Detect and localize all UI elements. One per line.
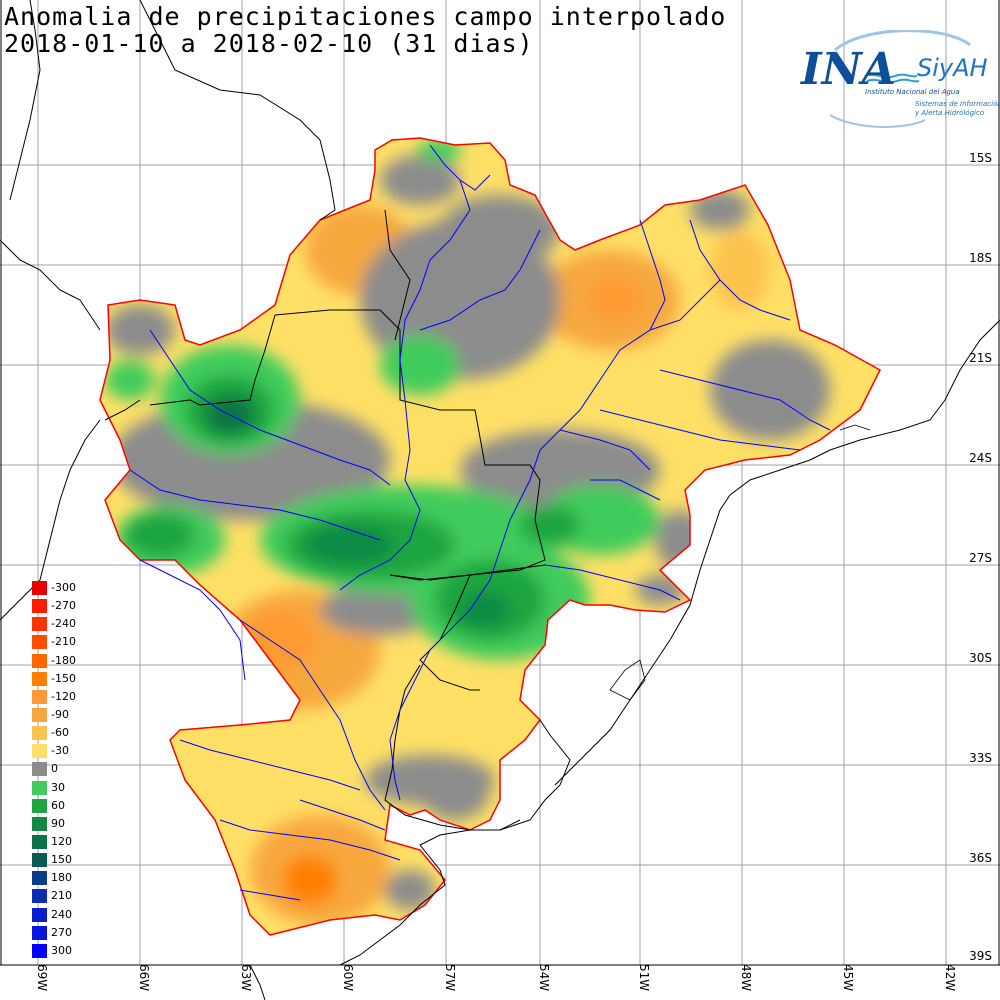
legend-swatch [32,689,47,704]
legend-label: 90 [51,816,65,830]
legend-label: -30 [51,744,69,758]
logo-subtitle-3: y Alerta Hidrológico [915,109,985,117]
legend-label: -210 [51,635,76,649]
lat-label-15s: 15S [969,151,992,165]
lon-label-45w: 45W [841,964,855,992]
legend-label: -180 [51,653,76,667]
lat-label-24s: 24S [969,451,992,465]
legend-label: 180 [51,871,72,885]
basin-outline [99,137,881,936]
legend-label: 30 [51,780,65,794]
legend-swatch [32,907,47,922]
legend-swatch [32,834,47,849]
legend-label: 150 [51,853,72,867]
logo-ina-text: INA [801,44,896,95]
coastline [249,319,1000,1000]
legend-label: -300 [51,581,76,594]
legend-swatch [32,871,47,886]
legend-label: -120 [51,689,76,703]
lon-label-42w: 42W [943,964,957,992]
legend-swatch [32,726,47,741]
legend-label: 120 [51,834,72,848]
country-borders [0,0,571,831]
legend-swatch [32,780,47,795]
rivers [129,144,831,901]
lat-label-39s: 39S [969,949,992,963]
legend-swatch [32,617,47,632]
legend-swatch [32,599,47,614]
coast-details [609,424,871,701]
map-date-range: 2018-01-10 a 2018-02-10 (31 dias) [4,29,534,58]
legend-label: 60 [51,798,65,812]
logo-swoosh-icon [829,30,971,128]
legend-label: -150 [51,671,76,685]
legend-label: 270 [51,925,72,939]
lat-label-27s: 27S [969,551,992,565]
legend-swatch [32,943,47,958]
logo-siyah-text: SiyAH [917,54,988,82]
legend-swatch [32,889,47,904]
legend-label: -90 [51,707,69,721]
legend-swatch [32,798,47,813]
legend-swatch [32,707,47,722]
legend-swatch [32,853,47,868]
logo-subtitle-1: Instituto Nacional del Agua [865,88,960,96]
legend-swatch [32,653,47,668]
frame [0,0,1000,966]
lon-label-48w: 48W [739,964,753,992]
legend-swatch [32,925,47,940]
lat-label-36s: 36S [969,851,992,865]
legend-swatch [32,762,47,777]
lat-label-18s: 18S [969,251,992,265]
legend-label: -240 [51,617,76,631]
logo-subtitle-2: Sistemas de Información [915,100,1000,108]
map-title: Anomalia de precipitaciones campo interp… [4,2,727,31]
legend-swatch [32,581,47,595]
legend-swatch [32,671,47,686]
lon-label-66w: 66W [137,964,151,992]
lon-label-69w: 69W [35,964,49,992]
lat-label-21s: 21S [969,351,992,365]
lon-label-63w: 63W [239,964,253,992]
legend-swatch [32,744,47,759]
legend-label: -60 [51,726,69,740]
legend-swatch [32,635,47,650]
legend-label: 240 [51,907,72,921]
lon-label-54w: 54W [537,964,551,992]
legend-label: 0 [51,762,58,776]
lon-label-60w: 60W [341,964,355,992]
lon-label-57w: 57W [443,964,457,992]
legend-label: 210 [51,889,72,903]
lat-label-30s: 30S [969,651,992,665]
lon-label-51w: 51W [637,964,651,992]
legend-label: 300 [51,943,72,957]
legend-swatch [32,816,47,831]
lat-label-33s: 33S [969,751,992,765]
legend-label: -270 [51,599,76,613]
ina-siyah-logo: INA SiyAH Instituto Nacional del Agua Si… [795,30,1000,130]
